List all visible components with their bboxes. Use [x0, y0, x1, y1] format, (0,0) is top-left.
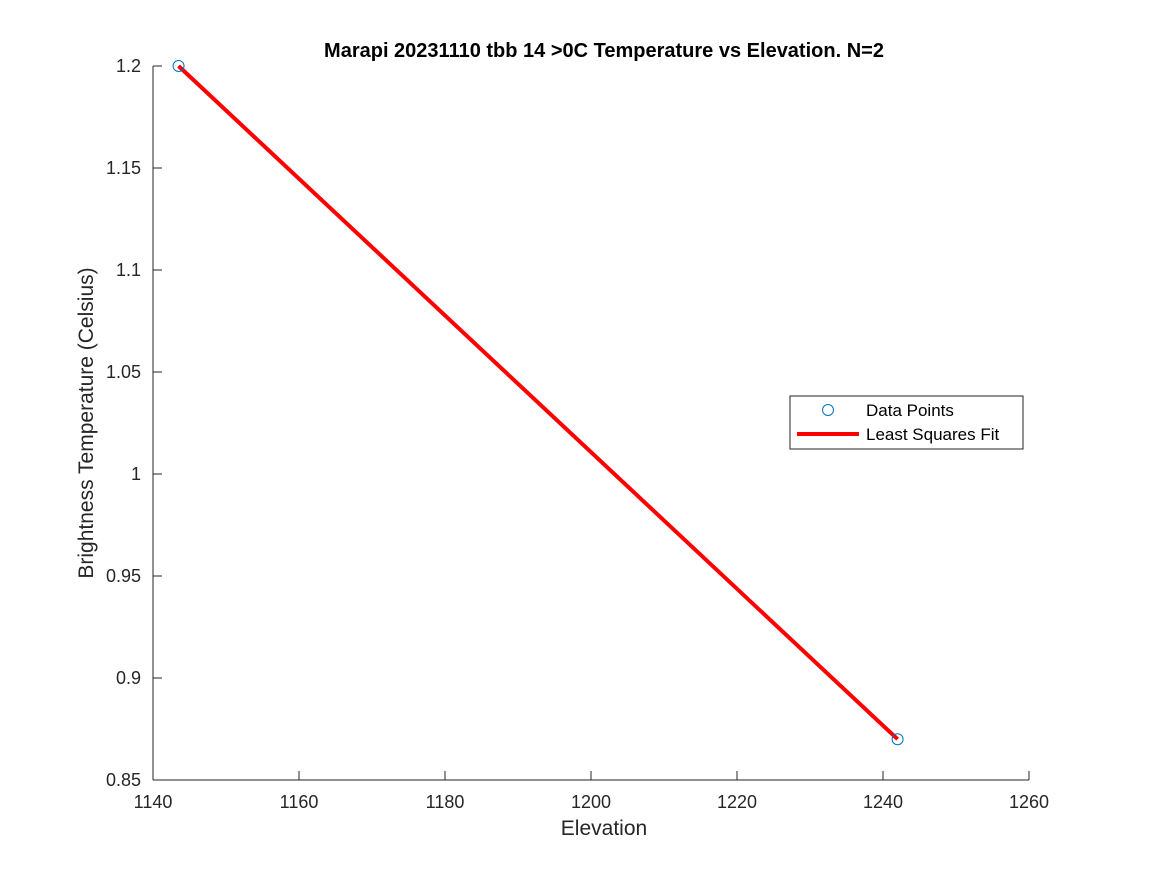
chart-title: Marapi 20231110 tbb 14 >0C Temperature v…: [324, 40, 884, 62]
legend-marker-data-points: [822, 404, 834, 416]
x-tick-label: 1240: [863, 792, 903, 812]
legend: Data Points Least Squares Fit: [789, 395, 1024, 450]
y-tick-label: 1.1: [116, 260, 141, 280]
x-ticks: 1140 1160 1180 1200 1220 1240 1260: [134, 771, 1049, 812]
data-point: [891, 733, 904, 746]
y-axis-label: Brightness Temperature (Celsius): [75, 267, 98, 578]
series-layer: [172, 60, 904, 746]
y-tick-label: 0.85: [106, 770, 141, 790]
y-tick-label: 0.95: [106, 566, 141, 586]
x-tick-label: 1180: [426, 792, 465, 812]
y-tick-label: 1.2: [116, 56, 141, 76]
x-tick-label: 1260: [1009, 792, 1049, 812]
y-tick-label: 1.15: [106, 158, 141, 178]
x-tick-label: 1220: [717, 792, 757, 812]
y-tick-label: 1.05: [106, 362, 141, 382]
x-axis-label: Elevation: [561, 817, 647, 840]
x-tick-label: 1140: [134, 792, 173, 812]
x-tick-label: 1200: [571, 792, 611, 812]
x-tick-label: 1160: [280, 792, 319, 812]
data-point: [172, 60, 185, 72]
fit-line: [177, 64, 899, 741]
y-ticks: 0.85 0.9 0.95 1 1.05 1.1 1.15 1.2: [106, 56, 162, 790]
legend-label-data-points: Data Points: [866, 401, 954, 420]
legend-label-least-squares-fit: Least Squares Fit: [866, 425, 1000, 444]
y-tick-label: 1: [131, 464, 141, 484]
y-tick-label: 0.9: [116, 668, 141, 688]
